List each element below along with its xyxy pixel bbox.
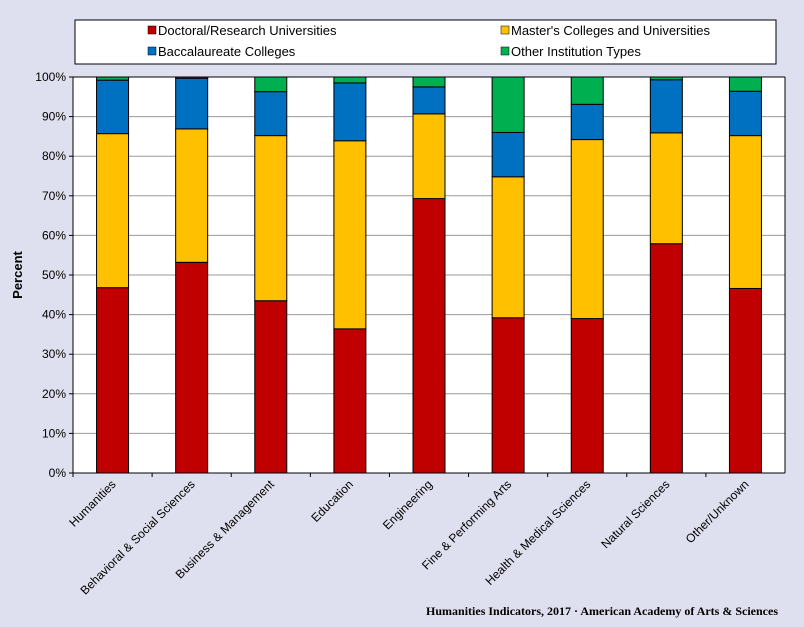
bar-segment (491, 131, 525, 178)
legend-label: Baccalaureate Colleges (158, 44, 296, 59)
bar-segment (412, 113, 446, 200)
bar-segment (333, 140, 367, 330)
bar-segment (649, 243, 683, 474)
x-category-label: Engineering (380, 477, 435, 532)
bar-segment (728, 135, 762, 289)
source-credit: Humanities Indicators, 2017 · American A… (426, 604, 778, 618)
bar-segment (491, 317, 525, 474)
legend-label: Doctoral/Research Universities (158, 23, 337, 38)
bar-segment (570, 103, 604, 141)
bar-segment (412, 198, 446, 474)
x-category-label: Natural Sciences (598, 477, 672, 551)
bar-segment (254, 135, 288, 302)
y-tick-label: 80% (42, 149, 66, 163)
y-tick-label: 10% (42, 426, 66, 440)
bar-segment (728, 287, 762, 474)
bar-segment (254, 76, 288, 93)
bar-segment (570, 76, 604, 105)
x-category-label: Education (308, 477, 356, 525)
bar-segment (649, 79, 683, 134)
y-tick-label: 40% (42, 308, 66, 322)
bar-segment (175, 128, 209, 263)
y-tick-label: 100% (35, 70, 66, 84)
bar-segment (649, 132, 683, 245)
y-axis-label: Percent (10, 250, 25, 298)
y-tick-label: 90% (42, 110, 66, 124)
legend-label: Other Institution Types (511, 44, 641, 59)
bar-segment (96, 79, 130, 135)
x-category-label: Fine & Performing Arts (419, 477, 514, 572)
bar-segment (175, 77, 209, 130)
bar-segment (175, 261, 209, 474)
bar-segment (491, 176, 525, 319)
y-tick-label: 30% (42, 347, 66, 361)
bar-segment (491, 76, 525, 133)
bar-segment (570, 318, 604, 474)
bar-segment (254, 91, 288, 137)
y-tick-label: 50% (42, 268, 66, 282)
bar-segment (412, 86, 446, 115)
bar-segment (412, 76, 446, 88)
legend: Doctoral/Research Universities Master's C… (74, 19, 777, 65)
bar-segment (333, 82, 367, 142)
legend-swatch (147, 46, 157, 56)
legend-label: Master's Colleges and Universities (511, 23, 711, 38)
bar-segment (333, 76, 367, 84)
bar-segment (728, 76, 762, 92)
legend-swatch (500, 46, 510, 56)
y-tick-label: 20% (42, 387, 66, 401)
y-tick-label: 70% (42, 189, 66, 203)
bar-segment (333, 328, 367, 474)
x-category-label: Humanities (66, 477, 118, 529)
y-tick-label: 0% (49, 466, 67, 480)
bar-segment (254, 300, 288, 474)
bar-segment (96, 287, 130, 474)
plot-area (72, 76, 786, 474)
bar-segment (96, 133, 130, 289)
legend-box (74, 19, 777, 65)
x-category-label: Other/Unknown (683, 477, 752, 546)
legend-swatch (147, 25, 157, 35)
bar-segment (728, 90, 762, 137)
bar-segment (570, 139, 604, 320)
legend-swatch (500, 25, 510, 35)
y-tick-label: 60% (42, 228, 66, 242)
